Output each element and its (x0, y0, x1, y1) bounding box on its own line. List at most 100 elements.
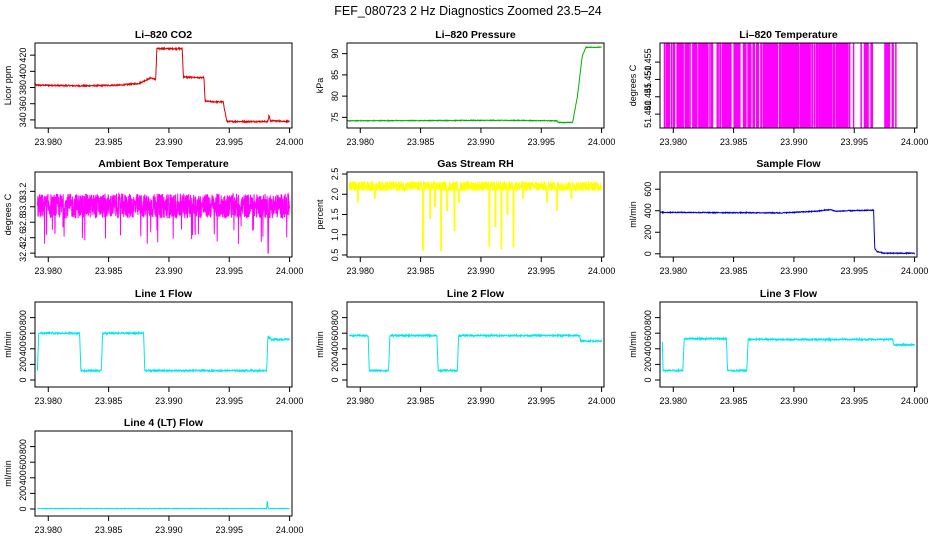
x-tick-label-box-temp: 24.000 (276, 266, 304, 276)
plot-frame-box-temp (34, 171, 293, 258)
x-tick-label-line3: 23.985 (720, 396, 748, 406)
x-tick-label-line2: 23.980 (347, 396, 375, 406)
x-tick-label-line1: 23.990 (155, 396, 183, 406)
y-tick-label-pressure: 90 (330, 49, 340, 59)
plot-frame-line2 (346, 301, 605, 388)
x-tick-label-co2: 23.990 (155, 137, 183, 147)
x-tick-label-pressure: 23.980 (347, 137, 375, 147)
y-tick-label-co2: 420 (18, 48, 28, 63)
y-axis-label-line1: ml/min (3, 331, 13, 358)
x-tick-label-licor-temp: 23.985 (720, 137, 748, 147)
x-tick-label-line2: 23.985 (407, 396, 435, 406)
y-tick-label-co2: 400 (18, 64, 28, 79)
data-line-line3 (661, 336, 915, 374)
y-tick-label-rh: 2.0 (330, 188, 340, 201)
x-tick-label-co2: 24.000 (276, 137, 304, 147)
y-tick-label-rh: 1.5 (330, 208, 340, 221)
x-tick-label-rh: 23.990 (467, 266, 495, 276)
panel-title-co2: Li–820 CO2 (135, 29, 192, 41)
panel-title-sample-flow: Sample Flow (756, 158, 821, 170)
panel-sample-flow: Sample Flow ml/min 23.980 23.985 23.990 23.99… (628, 158, 928, 276)
y-tick-label-line4: 600 (18, 455, 28, 470)
x-tick-label-pressure: 24.000 (588, 137, 616, 147)
x-tick-label-sample-flow: 23.985 (720, 266, 748, 276)
y-tick-label-rh: 0.5 (330, 249, 340, 262)
panel-title-rh: Gas Stream RH (437, 158, 513, 170)
y-tick-label-box-temp: 32.8 (18, 213, 28, 231)
plot-frame-line1 (34, 301, 293, 388)
x-tick-label-line3: 23.990 (780, 396, 808, 406)
y-tick-label-box-temp: 32.4 (18, 244, 28, 262)
panel-line2: Line 2 Flow ml/min 23.980 23.985 23.990 23.99… (315, 288, 615, 406)
y-tick-label-sample-flow: 0 (643, 251, 653, 256)
x-tick-label-box-temp: 23.980 (35, 266, 63, 276)
x-tick-label-line1: 23.980 (35, 396, 63, 406)
x-tick-label-box-temp: 23.995 (215, 266, 243, 276)
y-axis-label-sample-flow: ml/min (628, 201, 638, 228)
y-tick-label-line4: 800 (18, 439, 28, 454)
y-tick-label-line1: 400 (18, 341, 28, 356)
data-line-co2 (34, 46, 290, 124)
panel-title-licor-temp: Li–820 Temperature (739, 29, 838, 41)
data-line-line2 (348, 332, 603, 374)
y-axis-label-rh: percent (315, 199, 325, 230)
plot-frame-line4 (34, 430, 293, 517)
data-line-licor-temp (660, 42, 915, 129)
data-line-pressure (346, 46, 602, 124)
data-line-sample-flow (659, 208, 916, 255)
data-line-box-temp (36, 192, 291, 254)
x-tick-label-line3: 23.980 (660, 396, 688, 406)
panel-line1: Line 1 Flow ml/min 23.980 23.985 23.990 23.99… (3, 288, 303, 406)
y-tick-label-licor-temp: 51.455 (643, 48, 653, 76)
y-tick-label-line3: 400 (643, 341, 653, 356)
y-tick-label-line3: 800 (643, 310, 653, 325)
x-tick-label-line1: 23.985 (95, 396, 123, 406)
y-tick-label-line3: 200 (643, 357, 653, 372)
x-tick-label-licor-temp: 24.000 (901, 137, 929, 147)
panel-pressure: Li–820 Pressure kPa 23.980 23.985 23.990 23.9… (315, 29, 615, 147)
x-tick-label-rh: 23.985 (407, 266, 435, 276)
x-tick-label-sample-flow: 23.980 (660, 266, 688, 276)
y-tick-label-co2: 340 (18, 112, 28, 127)
panel-co2: Li–820 CO2 Licor ppm 23.980 23.985 23.990 23.… (3, 29, 303, 147)
y-tick-label-licor-temp: 51.440 (643, 100, 653, 128)
panel-title-line2: Line 2 Flow (447, 288, 505, 300)
y-tick-label-box-temp: 33.2 (18, 183, 28, 201)
x-tick-label-pressure: 23.995 (527, 137, 555, 147)
y-tick-label-co2: 380 (18, 80, 28, 95)
x-tick-label-rh: 23.995 (527, 266, 555, 276)
x-tick-label-line1: 23.995 (215, 396, 243, 406)
y-tick-label-line2: 800 (330, 310, 340, 325)
y-tick-label-line2: 200 (330, 357, 340, 372)
y-tick-label-line2: 400 (330, 341, 340, 356)
panel-title-box-temp: Ambient Box Temperature (98, 158, 229, 170)
y-tick-label-sample-flow: 400 (643, 203, 653, 218)
y-tick-label-co2: 360 (18, 96, 28, 111)
x-tick-label-line4: 23.995 (215, 525, 243, 535)
x-tick-label-line2: 24.000 (588, 396, 616, 406)
y-tick-label-line1: 800 (18, 310, 28, 325)
data-line-line4 (37, 500, 290, 510)
plot-frame-sample-flow (659, 171, 918, 258)
y-tick-label-sample-flow: 200 (643, 225, 653, 240)
y-tick-label-line2: 0 (330, 377, 340, 382)
panel-rh: Gas Stream RH percent 23.980 23.985 23.990 23… (315, 158, 615, 276)
x-tick-label-licor-temp: 23.980 (660, 137, 688, 147)
x-tick-label-pressure: 23.985 (407, 137, 435, 147)
y-tick-label-line3: 600 (643, 326, 653, 341)
x-tick-label-line3: 23.995 (840, 396, 868, 406)
data-line-line1 (36, 330, 290, 374)
y-axis-label-line3: ml/min (628, 331, 638, 358)
x-tick-label-line3: 24.000 (901, 396, 929, 406)
y-tick-label-line4: 200 (18, 486, 28, 501)
plot-frame-co2 (34, 42, 293, 129)
panel-line4: Line 4 (LT) Flow ml/min 23.980 23.985 23.990… (3, 417, 303, 535)
panel-title-line3: Line 3 Flow (760, 288, 818, 300)
panel-line3: Line 3 Flow ml/min 23.980 23.985 23.990 23.99… (628, 288, 928, 406)
figure-title: FEF_080723 2 Hz Diagnostics Zoomed 23.5–… (334, 4, 602, 18)
x-tick-label-sample-flow: 24.000 (901, 266, 929, 276)
data-line-rh (348, 180, 603, 252)
x-tick-label-line2: 23.995 (527, 396, 555, 406)
panel-title-pressure: Li–820 Pressure (435, 29, 516, 41)
